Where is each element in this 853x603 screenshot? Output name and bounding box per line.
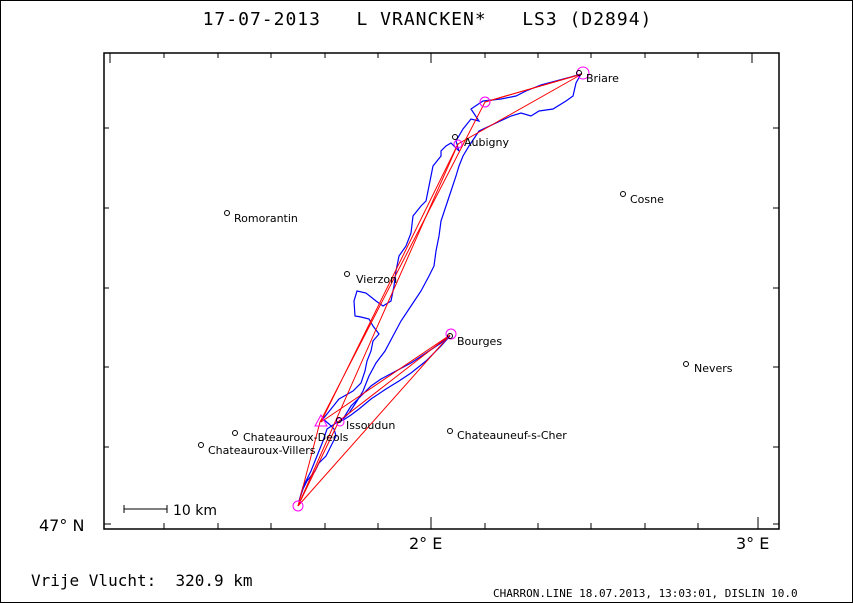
footer-info: CHARRON.LINE 18.07.2013, 13:03:01, DISLI… <box>493 587 798 600</box>
plot-frame <box>103 52 780 530</box>
turnpoint-bourges <box>445 328 457 340</box>
town-label: Nevers <box>694 362 733 375</box>
turnpoints <box>292 66 590 512</box>
flight-distance: Vrije Vlucht: 320.9 km <box>31 571 253 590</box>
town-label: Aubigny <box>464 136 509 149</box>
turnpoint-aubigny <box>453 139 463 149</box>
axis-ticks <box>104 53 779 529</box>
town-label: Chateauneuf-s-Cher <box>457 429 567 442</box>
town-label: Bourges <box>457 335 502 348</box>
town-label: Chateauroux-Deols <box>243 431 349 444</box>
town-label: Cosne <box>630 193 664 206</box>
town-label: Chateauroux-Villers <box>208 444 316 457</box>
lon-label-3e: 3° E <box>736 534 769 553</box>
town-label: Briare <box>586 72 619 85</box>
town-label: Vierzon <box>356 273 397 286</box>
lon-label-2e: 2° E <box>409 534 442 553</box>
task-lines <box>297 73 583 507</box>
finish-triangle <box>314 413 328 427</box>
scale-label: 10 km <box>173 503 217 519</box>
town-label: Romorantin <box>234 212 298 225</box>
lat-label: 47° N <box>39 516 84 535</box>
towns <box>198 70 689 448</box>
flight-title: 17-07-2013 L VRANCKEN* LS3 (D2894) <box>202 9 653 30</box>
scale-bar: 10 km <box>123 503 217 519</box>
turnpoint <box>479 96 491 108</box>
turnpoint-start <box>292 500 304 512</box>
town-label: Issoudun <box>346 419 395 432</box>
